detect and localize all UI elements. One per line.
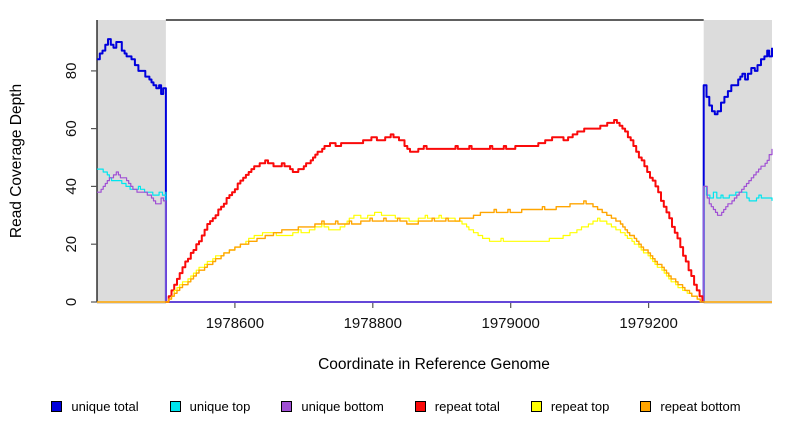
legend-label: unique top: [189, 399, 251, 414]
x-axis-title: Coordinate in Reference Genome: [318, 356, 550, 373]
axes: 1978600 1978800 1979000 1979200 0 20 40 60 80: [63, 19, 704, 332]
legend: unique total unique top unique bottom repea…: [0, 399, 792, 414]
legend-item-unique-bottom: unique bottom: [281, 399, 384, 414]
x-tick-label: 1979000: [481, 315, 539, 332]
legend-item-repeat-total: repeat total: [414, 399, 500, 414]
legend-label: repeat top: [550, 399, 610, 414]
legend-swatch: [169, 401, 181, 412]
series-line-repeat-bottom: [97, 200, 772, 303]
legend-swatch: [640, 401, 652, 412]
legend-label: unique bottom: [301, 399, 384, 414]
legend-item-repeat-top: repeat top: [530, 399, 610, 414]
legend-item-unique-total: unique total: [51, 399, 139, 414]
shaded-region: [703, 20, 772, 304]
legend-swatch: [414, 401, 426, 412]
series-line-unique-total: [97, 38, 773, 303]
y-tick-label: 20: [63, 236, 80, 253]
y-tick-label: 0: [63, 298, 80, 306]
y-tick-label: 80: [63, 63, 80, 80]
legend-label: repeat bottom: [660, 399, 741, 414]
x-tick-label: 1979200: [619, 315, 677, 332]
x-tick-label: 1978800: [344, 315, 402, 332]
series-line-unique-bottom: [97, 148, 773, 303]
legend-swatch: [51, 401, 63, 412]
y-tick-label: 40: [63, 178, 80, 195]
x-tick-label: 1978600: [206, 315, 264, 332]
legend-label: repeat total: [434, 399, 500, 414]
plot-area: 1978600 1978800 1979000 1979200 0 20 40 60 80 Co…: [8, 19, 773, 373]
legend-swatch: [530, 401, 542, 412]
y-axis-title: Read Coverage Depth: [8, 84, 25, 238]
series-lines: [97, 38, 773, 303]
series-line-repeat-top: [165, 211, 701, 303]
legend-item-repeat-bottom: repeat bottom: [640, 399, 741, 414]
legend-item-unique-top: unique top: [169, 399, 251, 414]
series-line-repeat-total: [165, 119, 704, 303]
shaded-regions: [97, 20, 772, 304]
legend-swatch: [281, 401, 293, 412]
shaded-region: [97, 20, 166, 304]
legend-label: unique total: [71, 399, 139, 414]
y-tick-label: 60: [63, 120, 80, 137]
